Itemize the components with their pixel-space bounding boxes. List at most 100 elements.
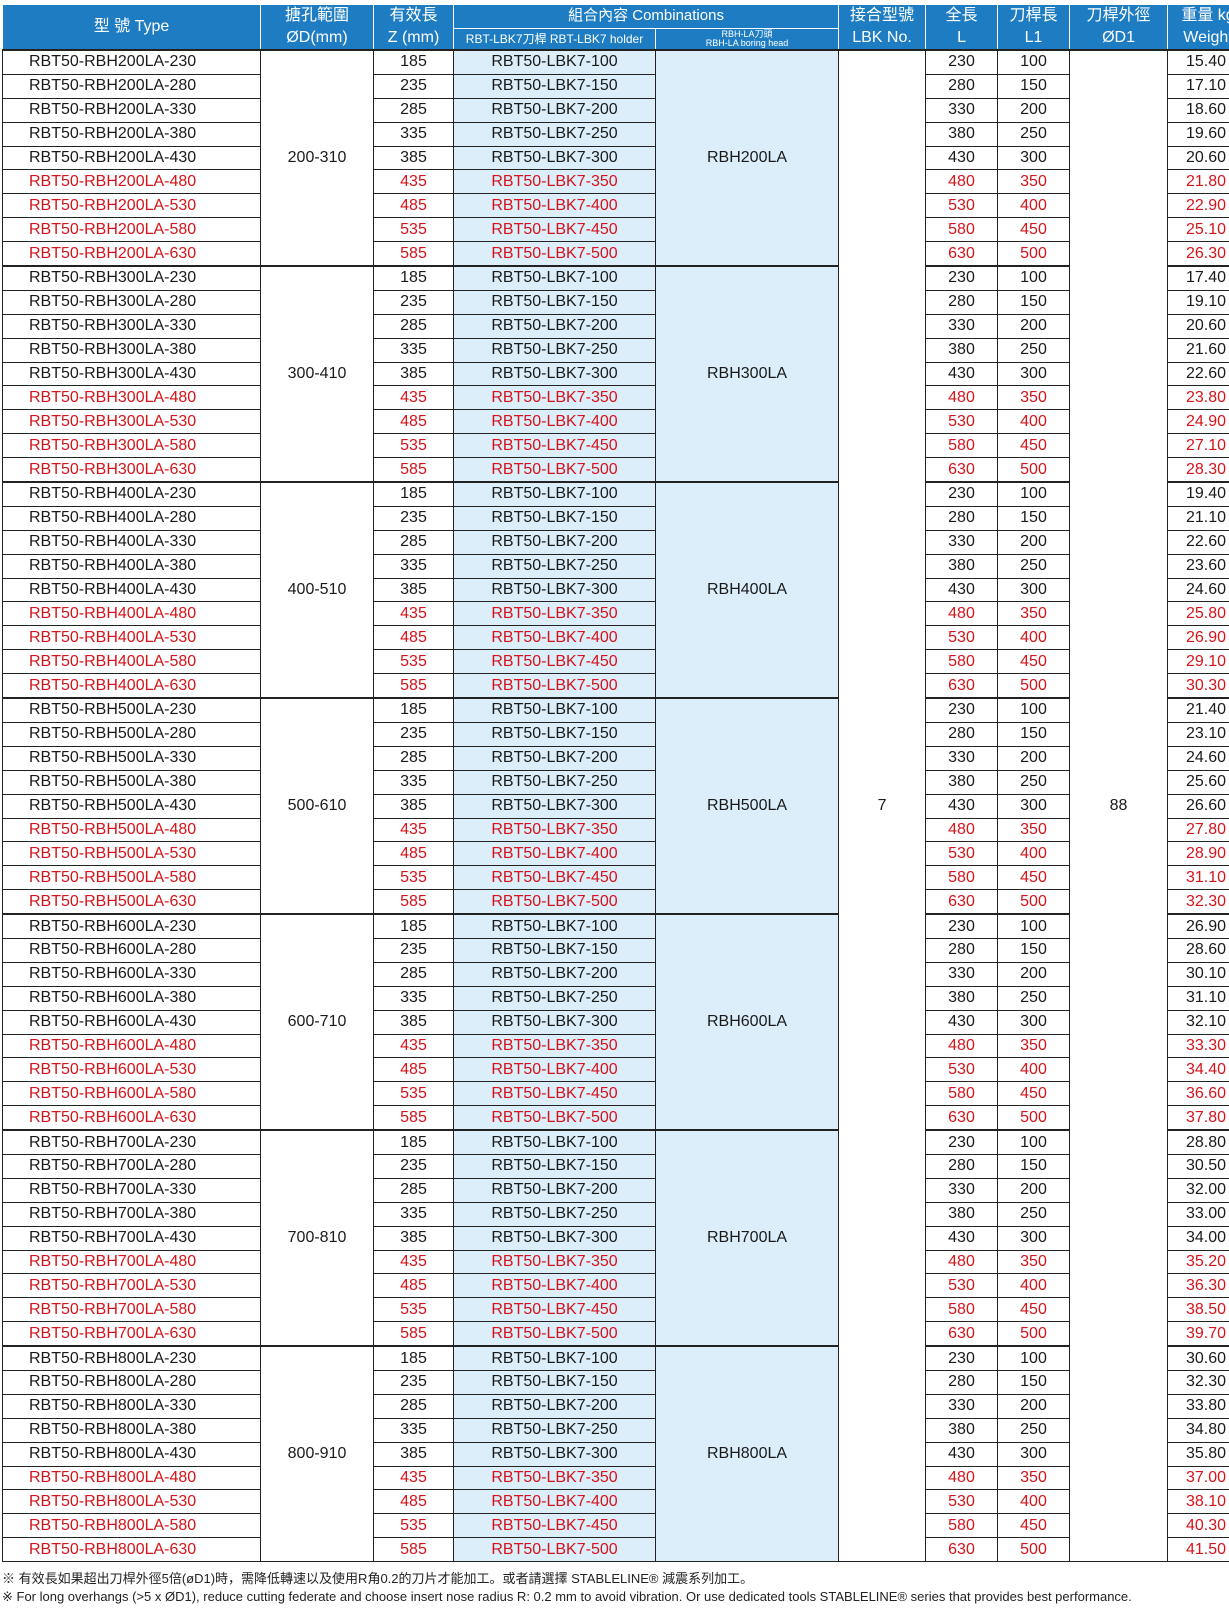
weight-cell: 34.40 bbox=[1167, 1057, 1229, 1083]
z-cell: 585 bbox=[373, 1321, 454, 1347]
weight-cell: 30.30 bbox=[1167, 673, 1229, 699]
z-cell: 585 bbox=[373, 241, 454, 267]
holder-cell: RBT50-LBK7-100 bbox=[453, 1345, 656, 1371]
holder-cell: RBT50-LBK7-150 bbox=[453, 721, 656, 747]
holder-cell: RBT50-LBK7-450 bbox=[453, 865, 656, 891]
type-cell: RBT50-RBH700LA-330 bbox=[2, 1177, 261, 1203]
holder-cell: RBT50-LBK7-150 bbox=[453, 1153, 656, 1179]
z-cell: 585 bbox=[373, 673, 454, 699]
weight-cell: 33.80 bbox=[1167, 1393, 1229, 1419]
length-L-cell: 430 bbox=[925, 145, 999, 171]
table-row: RBT50-RBH800LA-430 385 RBT50-LBK7-300 430 30… bbox=[2, 1441, 1229, 1467]
length-L1-cell: 350 bbox=[997, 169, 1071, 195]
holder-cell: RBT50-LBK7-450 bbox=[453, 217, 656, 243]
type-cell: RBT50-RBH700LA-580 bbox=[2, 1297, 261, 1323]
weight-cell: 38.50 bbox=[1167, 1297, 1229, 1323]
length-L1-cell: 200 bbox=[997, 313, 1071, 339]
table-header: 型 號 Type 搪孔範圍 ØD(mm) 有效長 Z (mm) 組合內容 Combi… bbox=[2, 4, 1229, 51]
length-L1-cell: 150 bbox=[997, 289, 1071, 315]
type-cell: RBT50-RBH600LA-580 bbox=[2, 1081, 261, 1107]
type-cell: RBT50-RBH300LA-480 bbox=[2, 385, 261, 411]
length-L-cell: 380 bbox=[925, 553, 999, 579]
type-cell: RBT50-RBH200LA-580 bbox=[2, 217, 261, 243]
length-L-cell: 480 bbox=[925, 385, 999, 411]
length-L1-cell: 500 bbox=[997, 457, 1071, 483]
table-row: RBT50-RBH700LA-630 585 RBT50-LBK7-500 630 50… bbox=[2, 1321, 1229, 1347]
length-L-cell: 330 bbox=[925, 97, 999, 123]
length-L1-cell: 200 bbox=[997, 745, 1071, 771]
table-row: RBT50-RBH300LA-330 285 RBT50-LBK7-200 330 20… bbox=[2, 313, 1229, 339]
length-L1-cell: 100 bbox=[997, 1129, 1071, 1155]
table-row: RBT50-RBH500LA-280 235 RBT50-LBK7-150 280 15… bbox=[2, 721, 1229, 747]
length-L1-cell: 150 bbox=[997, 1369, 1071, 1395]
length-L1-cell: 150 bbox=[997, 505, 1071, 531]
table-row: RBT50-RBH700LA-530 485 RBT50-LBK7-400 530 40… bbox=[2, 1273, 1229, 1299]
length-L-cell: 330 bbox=[925, 1177, 999, 1203]
table-row: RBT50-RBH700LA-330 285 RBT50-LBK7-200 330 20… bbox=[2, 1177, 1229, 1203]
type-cell: RBT50-RBH600LA-280 bbox=[2, 937, 261, 963]
length-L-cell: 580 bbox=[925, 649, 999, 675]
holder-cell: RBT50-LBK7-400 bbox=[453, 1057, 656, 1083]
header-L1: 刀桿長 L1 bbox=[997, 4, 1071, 51]
holder-cell: RBT50-LBK7-200 bbox=[453, 1393, 656, 1419]
z-cell: 385 bbox=[373, 793, 454, 819]
length-L1-cell: 500 bbox=[997, 889, 1071, 915]
weight-cell: 24.60 bbox=[1167, 745, 1229, 771]
z-cell: 485 bbox=[373, 625, 454, 651]
weight-cell: 33.00 bbox=[1167, 1201, 1229, 1227]
length-L1-cell: 450 bbox=[997, 217, 1071, 243]
length-L1-cell: 500 bbox=[997, 1321, 1071, 1347]
z-cell: 235 bbox=[373, 721, 454, 747]
table-row: RBT50-RBH500LA-530 485 RBT50-LBK7-400 530 40… bbox=[2, 841, 1229, 867]
weight-cell: 28.60 bbox=[1167, 937, 1229, 963]
spec-sheet: 型 號 Type 搪孔範圍 ØD(mm) 有效長 Z (mm) 組合內容 Combi… bbox=[2, 4, 1229, 1606]
length-L1-cell: 300 bbox=[997, 1225, 1071, 1251]
weight-cell: 30.60 bbox=[1167, 1345, 1229, 1371]
holder-cell: RBT50-LBK7-250 bbox=[453, 337, 656, 363]
z-cell: 335 bbox=[373, 553, 454, 579]
table-row: RBT50-RBH600LA-380 335 RBT50-LBK7-250 380 25… bbox=[2, 985, 1229, 1011]
type-cell: RBT50-RBH600LA-230 bbox=[2, 913, 261, 939]
type-cell: RBT50-RBH700LA-480 bbox=[2, 1249, 261, 1275]
table-row: RBT50-RBH600LA-230 600-710 185 RBT50-LBK7-1… bbox=[2, 913, 1229, 1131]
d1-cell: 88 bbox=[1069, 49, 1169, 1563]
z-cell: 435 bbox=[373, 1249, 454, 1275]
holder-cell: RBT50-LBK7-200 bbox=[453, 529, 656, 555]
z-cell: 235 bbox=[373, 1153, 454, 1179]
holder-cell: RBT50-LBK7-300 bbox=[453, 361, 656, 387]
type-cell: RBT50-RBH300LA-380 bbox=[2, 337, 261, 363]
length-L-cell: 380 bbox=[925, 769, 999, 795]
holder-cell: RBT50-LBK7-350 bbox=[453, 1249, 656, 1275]
length-L-cell: 630 bbox=[925, 889, 999, 915]
table-row: RBT50-RBH300LA-580 535 RBT50-LBK7-450 580 45… bbox=[2, 433, 1229, 459]
weight-cell: 24.60 bbox=[1167, 577, 1229, 603]
weight-cell: 25.60 bbox=[1167, 769, 1229, 795]
length-L-cell: 230 bbox=[925, 264, 999, 291]
holder-cell: RBT50-LBK7-100 bbox=[453, 481, 656, 507]
length-L1-cell: 150 bbox=[997, 937, 1071, 963]
table-row: RBT50-RBH500LA-630 585 RBT50-LBK7-500 630 50… bbox=[2, 889, 1229, 915]
table-row: RBT50-RBH700LA-230 700-810 185 RBT50-LBK7-1… bbox=[2, 1129, 1229, 1347]
z-cell: 185 bbox=[373, 1345, 454, 1371]
weight-cell: 25.80 bbox=[1167, 601, 1229, 627]
length-L-cell: 230 bbox=[925, 697, 999, 723]
z-cell: 335 bbox=[373, 1201, 454, 1227]
length-L1-cell: 350 bbox=[997, 1033, 1071, 1059]
type-cell: RBT50-RBH500LA-530 bbox=[2, 841, 261, 867]
z-cell: 585 bbox=[373, 1537, 454, 1563]
holder-cell: RBT50-LBK7-250 bbox=[453, 769, 656, 795]
length-L1-cell: 250 bbox=[997, 553, 1071, 579]
table-row: RBT50-RBH700LA-480 435 RBT50-LBK7-350 480 35… bbox=[2, 1249, 1229, 1275]
weight-cell: 32.00 bbox=[1167, 1177, 1229, 1203]
table-row: RBT50-RBH300LA-380 335 RBT50-LBK7-250 380 25… bbox=[2, 337, 1229, 363]
weight-cell: 34.80 bbox=[1167, 1417, 1229, 1443]
length-L-cell: 230 bbox=[925, 1345, 999, 1371]
table-row: RBT50-RBH700LA-280 235 RBT50-LBK7-150 280 15… bbox=[2, 1153, 1229, 1179]
weight-cell: 37.80 bbox=[1167, 1105, 1229, 1131]
z-cell: 185 bbox=[373, 264, 454, 291]
length-L-cell: 530 bbox=[925, 1057, 999, 1083]
length-L1-cell: 500 bbox=[997, 673, 1071, 699]
length-L-cell: 580 bbox=[925, 1297, 999, 1323]
length-L-cell: 330 bbox=[925, 961, 999, 987]
table-row: RBT50-RBH400LA-380 335 RBT50-LBK7-250 380 25… bbox=[2, 553, 1229, 579]
